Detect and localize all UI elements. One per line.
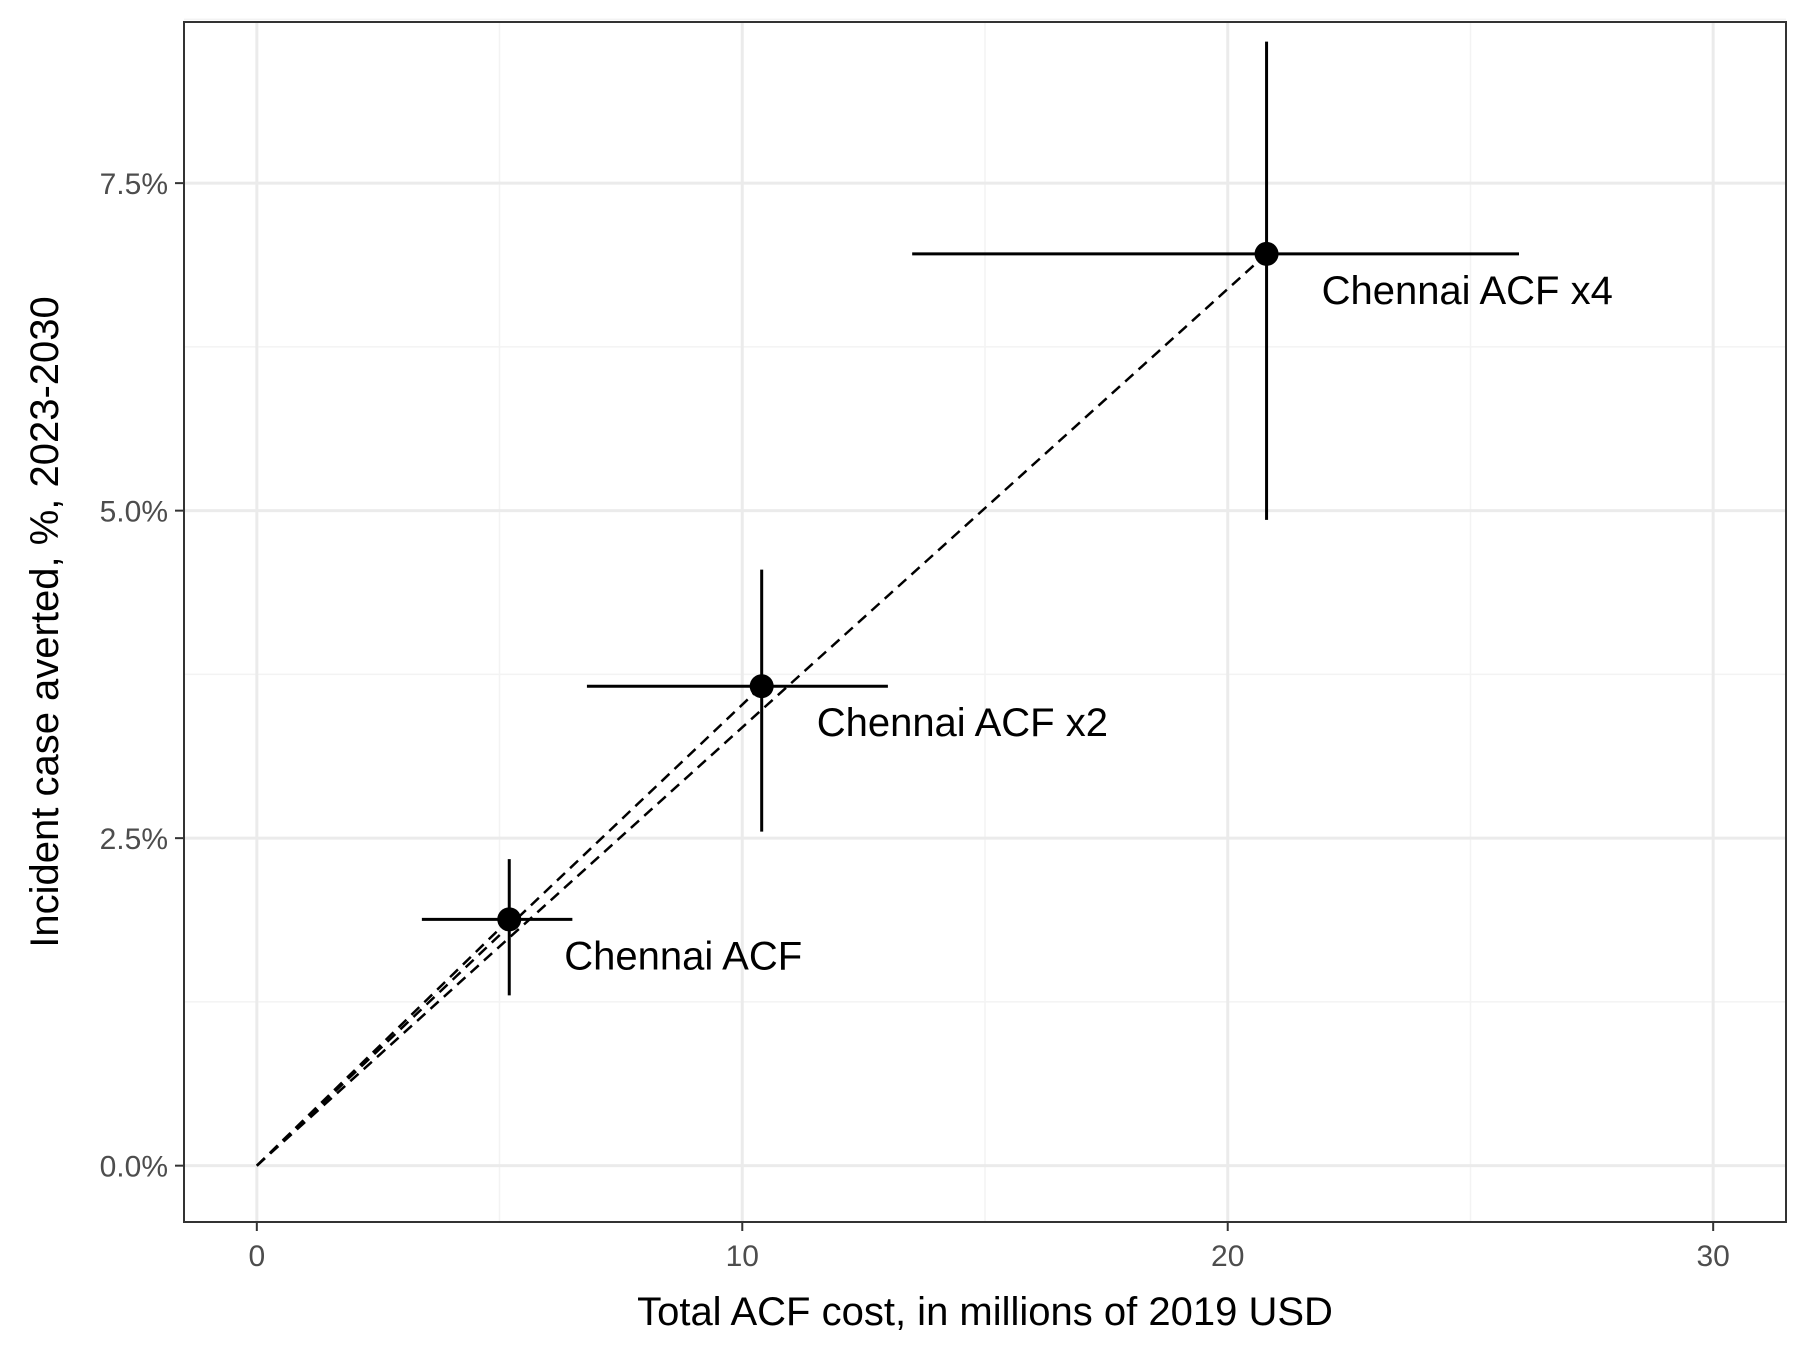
y-tick-label: 5.0%: [100, 496, 168, 529]
point-labels: Chennai ACF Chennai ACF x2 Chennai ACF x4: [564, 269, 1613, 979]
dashed-reference-line: [255, 252, 1268, 1167]
point-label: Chennai ACF: [564, 934, 802, 978]
y-axis-title: Incident case averted, %, 2023-2030: [23, 296, 67, 948]
x-axis-title: Total ACF cost, in millions of 2019 USD: [637, 1290, 1333, 1334]
point-label: Chennai ACF x2: [817, 701, 1108, 745]
y-tick-label: 2.5%: [100, 823, 168, 856]
data-point: [749, 674, 774, 699]
dashed-reference-line: [255, 918, 511, 1167]
data-points: [497, 241, 1279, 932]
y-axis-ticks: 0.0% 2.5% 5.0% 7.5%: [100, 168, 184, 1184]
y-tick-label: 0.0%: [100, 1151, 168, 1184]
x-tick-label: 20: [1211, 1240, 1244, 1273]
x-tick-label: 0: [248, 1240, 265, 1273]
x-tick-label: 30: [1696, 1240, 1729, 1273]
point-label: Chennai ACF x4: [1322, 269, 1613, 313]
data-point: [497, 907, 522, 932]
error-bars: [421, 41, 1519, 996]
data-point: [1254, 241, 1279, 266]
x-tick-label: 10: [726, 1240, 759, 1273]
y-tick-label: 7.5%: [100, 168, 168, 201]
panel-border: [183, 21, 1787, 1223]
grid: [184, 18, 1786, 1222]
x-axis-ticks: 0 10 20 30: [248, 1222, 1730, 1273]
